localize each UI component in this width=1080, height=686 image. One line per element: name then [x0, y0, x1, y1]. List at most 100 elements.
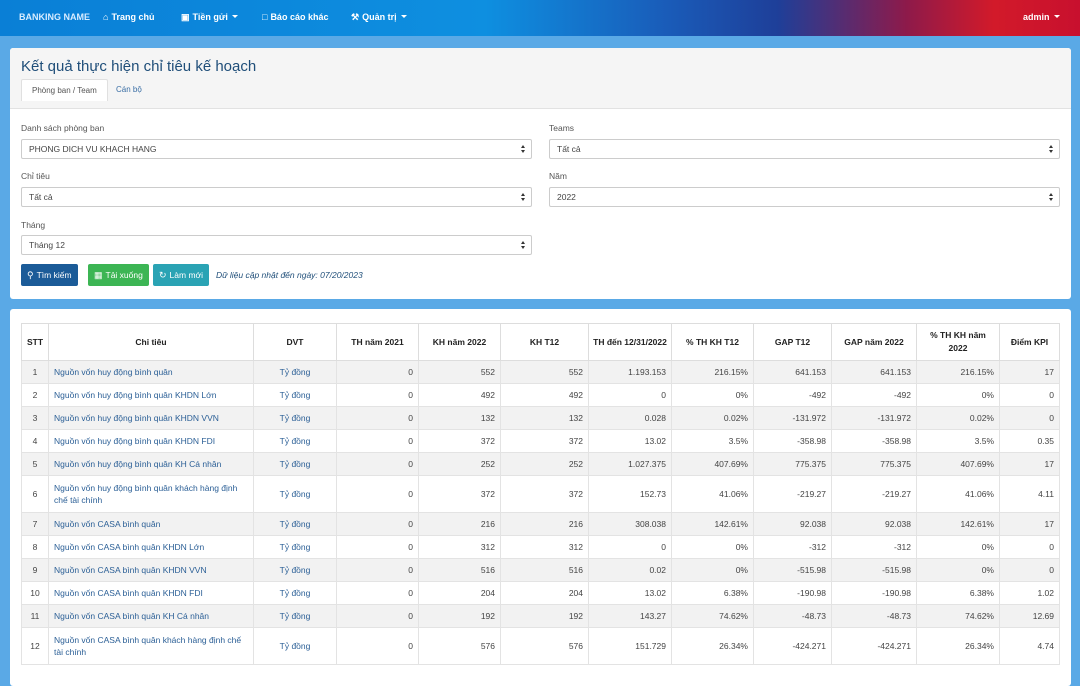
- table-cell: 0%: [916, 535, 1000, 559]
- table-cell: -515.98: [831, 558, 917, 582]
- table-cell: 216: [418, 512, 501, 536]
- excel-icon: ▦: [94, 270, 103, 280]
- table-cell: 4: [21, 429, 49, 453]
- table-row[interactable]: 4 Nguồn vốn huy động bình quân KHDN FDI Tỷ…: [21, 429, 1060, 453]
- table-cell: 372: [418, 475, 501, 513]
- select-arrows-icon: [521, 145, 526, 154]
- refresh-button[interactable]: ↻ Làm mới: [153, 264, 209, 286]
- table-cell: -312: [831, 535, 917, 559]
- nav-deposit[interactable]: ▣ Tiền gửi: [181, 12, 238, 23]
- table-cell: 0: [999, 558, 1060, 582]
- table-cell: 3.5%: [671, 429, 754, 453]
- table-cell: -190.98: [753, 581, 832, 605]
- teams-select[interactable]: Tất cả: [549, 139, 1060, 159]
- table-cell: 492: [418, 383, 501, 407]
- table-cell: 6.38%: [671, 581, 754, 605]
- table-cell: 252: [418, 452, 501, 476]
- table-row[interactable]: 3 Nguồn vốn huy động bình quân KHDN VVN Tỷ…: [21, 406, 1060, 430]
- table-row[interactable]: 11 Nguồn vốn CASA bình quân KH Cá nhân Tỷ …: [21, 604, 1060, 628]
- table-cell: 0: [336, 581, 419, 605]
- table-cell: 0: [336, 360, 419, 384]
- table-cell: 1.193.153: [588, 360, 672, 384]
- table-cell: 372: [418, 429, 501, 453]
- download-button[interactable]: ▦ Tải xuống: [88, 264, 149, 286]
- tab-department-team[interactable]: Phòng ban / Team: [21, 79, 108, 101]
- table-cell: 312: [418, 535, 501, 559]
- table-cell: 4.74: [999, 627, 1060, 665]
- col-th-2021[interactable]: TH năm 2021: [336, 323, 419, 361]
- col-stt[interactable]: STT: [21, 323, 49, 361]
- col-kpi[interactable]: Điểm KPI: [999, 323, 1060, 361]
- col-kh-t12[interactable]: KH T12: [500, 323, 589, 361]
- page-title: Kết quả thực hiện chỉ tiêu kế hoạch: [21, 58, 257, 75]
- table-cell: 216: [500, 512, 589, 536]
- table-cell: 0: [336, 406, 419, 430]
- nav-reports[interactable]: □ Báo cáo khác: [262, 12, 329, 22]
- table-row[interactable]: 9 Nguồn vốn CASA bình quân KHDN VVN Tỷ đồn…: [21, 558, 1060, 582]
- table-row[interactable]: 5 Nguồn vốn huy động bình quân KH Cá nhân…: [21, 452, 1060, 476]
- month-select[interactable]: Tháng 12: [21, 235, 532, 255]
- table-cell: 192: [500, 604, 589, 628]
- search-button[interactable]: ⚲ Tìm kiếm: [21, 264, 78, 286]
- target-select[interactable]: Tất cả: [21, 187, 532, 207]
- table-cell: Tỷ đồng: [253, 475, 337, 513]
- table-cell: 552: [418, 360, 501, 384]
- col-pct-t12[interactable]: % TH KH T12: [671, 323, 754, 361]
- update-note: Dữ liệu cập nhật đến ngày: 07/20/2023: [216, 270, 363, 280]
- table-cell: 407.69%: [916, 452, 1000, 476]
- table-row[interactable]: 7 Nguồn vốn CASA bình quân Tỷ đồng 0 216 216 3…: [21, 512, 1060, 536]
- col-unit[interactable]: DVT: [253, 323, 337, 361]
- table-cell: 17: [999, 512, 1060, 536]
- table-cell: 26.34%: [916, 627, 1000, 665]
- results-table: STT Chỉ tiêu DVT TH năm 2021 KH năm 2022…: [21, 323, 1060, 665]
- nav-admin[interactable]: ⚒ Quản trị: [351, 12, 407, 23]
- table-row[interactable]: 8 Nguồn vốn CASA bình quân KHDN Lớn Tỷ đồn…: [21, 535, 1060, 559]
- year-select[interactable]: 2022: [549, 187, 1060, 207]
- table-cell: 92.038: [831, 512, 917, 536]
- table-row[interactable]: 12 Nguồn vốn CASA bình quân khách hàng đị…: [21, 627, 1060, 665]
- target-label: Chỉ tiêu: [21, 171, 50, 181]
- tab-staff[interactable]: Cán bộ: [116, 85, 142, 94]
- dept-select[interactable]: PHONG DICH VU KHACH HANG: [21, 139, 532, 159]
- table-cell: 641.153: [753, 360, 832, 384]
- table-cell: 41.06%: [916, 475, 1000, 513]
- table-cell: 9: [21, 558, 49, 582]
- table-cell: -131.972: [753, 406, 832, 430]
- results-panel: STT Chỉ tiêu DVT TH năm 2021 KH năm 2022…: [10, 309, 1071, 686]
- table-cell: 143.27: [588, 604, 672, 628]
- table-cell: 775.375: [753, 452, 832, 476]
- col-gap-2022[interactable]: GAP năm 2022: [831, 323, 917, 361]
- col-th-to-date[interactable]: TH đến 12/31/2022: [588, 323, 672, 361]
- col-pct-2022[interactable]: % TH KH năm 2022: [916, 323, 1000, 361]
- table-cell: 0: [336, 604, 419, 628]
- table-row[interactable]: 10 Nguồn vốn CASA bình quân KHDN FDI Tỷ đồ…: [21, 581, 1060, 605]
- table-cell: 1.027.375: [588, 452, 672, 476]
- table-row[interactable]: 6 Nguồn vốn huy động bình quân khách hàng…: [21, 475, 1060, 513]
- table-cell: Tỷ đồng: [253, 406, 337, 430]
- table-cell: Nguồn vốn huy động bình quân KHDN Lớn: [48, 383, 254, 407]
- chevron-down-icon: [1053, 15, 1060, 18]
- table-cell: 0: [588, 535, 672, 559]
- table-cell: -358.98: [753, 429, 832, 453]
- table-cell: 0.02%: [671, 406, 754, 430]
- col-target[interactable]: Chỉ tiêu: [48, 323, 254, 361]
- col-kh-2022[interactable]: KH năm 2022: [418, 323, 501, 361]
- col-gap-t12[interactable]: GAP T12: [753, 323, 832, 361]
- table-cell: Tỷ đồng: [253, 581, 337, 605]
- table-row[interactable]: 1 Nguồn vốn huy động bình quân Tỷ đồng 0 552…: [21, 360, 1060, 384]
- user-menu[interactable]: admin: [1023, 12, 1060, 22]
- brand-name[interactable]: BANKING NAME: [19, 12, 90, 22]
- table-cell: 132: [418, 406, 501, 430]
- table-cell: 0: [999, 406, 1060, 430]
- table-cell: 26.34%: [671, 627, 754, 665]
- table-cell: 407.69%: [671, 452, 754, 476]
- table-cell: 13.02: [588, 429, 672, 453]
- table-cell: 0: [336, 535, 419, 559]
- table-cell: -219.27: [831, 475, 917, 513]
- table-cell: 576: [500, 627, 589, 665]
- table-body: 1 Nguồn vốn huy động bình quân Tỷ đồng 0 552…: [21, 360, 1060, 665]
- table-cell: 0: [336, 627, 419, 665]
- nav-home[interactable]: ⌂ Trang chủ: [103, 12, 155, 22]
- table-row[interactable]: 2 Nguồn vốn huy động bình quân KHDN Lớn Tỷ…: [21, 383, 1060, 407]
- table-cell: 0.028: [588, 406, 672, 430]
